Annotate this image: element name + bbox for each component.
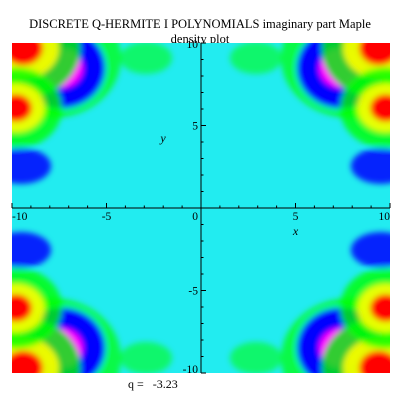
top-wisp-2 xyxy=(230,342,282,373)
side-lobe-0 xyxy=(339,67,390,149)
side-lobe-2 xyxy=(339,267,390,349)
top-wisp-3 xyxy=(120,342,172,373)
y-tick-label: 5 xyxy=(192,121,198,133)
side-blue-0 xyxy=(351,148,390,184)
top-wisp-0 xyxy=(230,43,282,74)
side-lobe-1 xyxy=(12,67,63,149)
q-caption-value: -3.23 xyxy=(152,377,178,391)
side-blue-2 xyxy=(351,232,390,268)
side-blue-3 xyxy=(12,232,51,268)
x-tick-label: 10 xyxy=(379,211,391,223)
chart-title-line-1: DISCRETE Q-HERMITE I POLYNOMIALS imagina… xyxy=(29,17,371,31)
top-wisp-1 xyxy=(120,43,172,74)
side-blue-1 xyxy=(12,148,51,184)
y-tick-label: -5 xyxy=(188,286,198,298)
chart-title-line-2: density plot xyxy=(170,32,230,46)
y-tick-label: -10 xyxy=(183,364,199,376)
x-tick-label: -5 xyxy=(102,211,112,223)
y-axis-label: y xyxy=(159,131,166,145)
y-tick-label: 10 xyxy=(187,39,199,51)
x-tick-label: -10 xyxy=(12,211,28,223)
q-caption: q = -3.23 xyxy=(128,377,178,392)
q-caption-prefix: q = xyxy=(128,377,144,391)
axes: -10 -5 0 5 10 10 5 -5 -10 x y xyxy=(11,39,391,376)
x-tick-label: 0 xyxy=(192,211,198,223)
side-lobe-3 xyxy=(12,267,63,349)
x-axis-label: x xyxy=(292,224,299,238)
x-tick-label: 5 xyxy=(293,211,299,223)
